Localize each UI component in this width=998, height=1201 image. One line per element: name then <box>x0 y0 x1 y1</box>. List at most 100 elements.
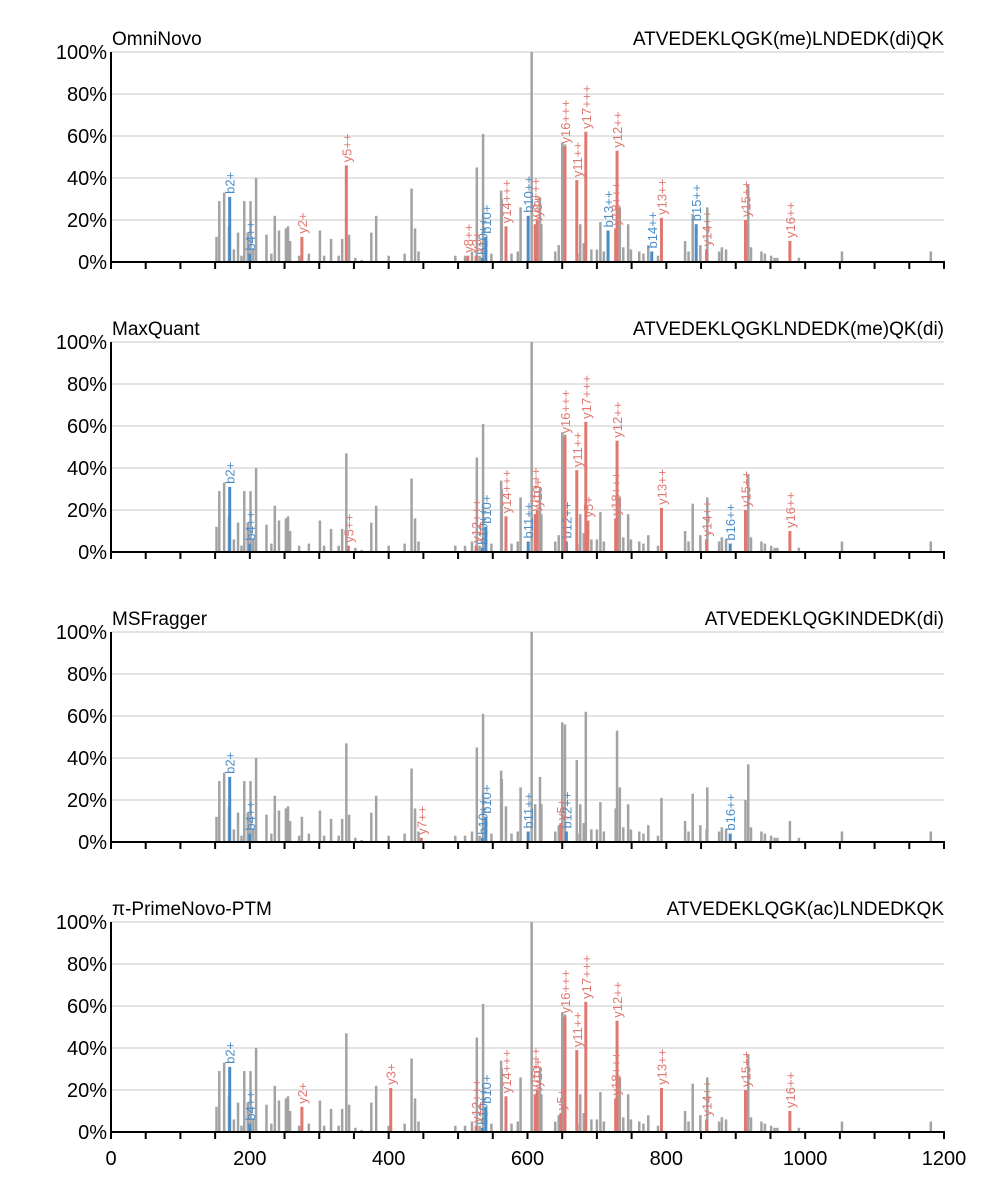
b-ion-label: b12++ <box>559 792 574 829</box>
y-ion-peak <box>419 837 423 842</box>
unmatched-peak <box>590 1119 593 1132</box>
unmatched-peak <box>797 1127 801 1132</box>
unmatched-peak <box>307 543 311 552</box>
b-ion-label: b13++ <box>601 191 616 228</box>
unmatched-peak <box>240 1125 243 1132</box>
b-ion-peak <box>694 224 698 262</box>
unmatched-peak <box>354 837 357 842</box>
unmatched-peak <box>595 249 599 262</box>
unmatched-peak <box>638 831 641 842</box>
unmatched-peak <box>252 1119 255 1132</box>
unmatched-peak <box>699 825 702 842</box>
b-ion-peak <box>606 230 610 262</box>
y-tick-label: 60% <box>67 996 107 1018</box>
unmatched-peak <box>749 247 753 262</box>
y-ion-label: y16+++ <box>558 100 573 144</box>
tool-name: π-PrimeNovo-PTM <box>112 899 272 920</box>
y-ion-peak <box>586 520 590 552</box>
unmatched-peak <box>540 514 543 552</box>
y-ion-peak <box>533 514 537 552</box>
unmatched-peak <box>516 541 520 552</box>
y-ion-peak <box>563 1016 567 1132</box>
y-ion-peak <box>300 236 304 262</box>
unmatched-peak <box>417 251 420 262</box>
unmatched-peak <box>374 1085 378 1132</box>
y-ion-label: y5++ <box>339 133 354 162</box>
unmatched-peak <box>297 255 301 262</box>
unmatched-peak <box>240 835 243 842</box>
unmatched-peak <box>638 251 641 262</box>
unmatched-peak <box>360 549 363 552</box>
y-ion-peak <box>705 539 709 552</box>
unmatched-peak <box>329 1108 333 1132</box>
b-ion-label: b4++ <box>243 221 258 251</box>
y-ion-peak <box>788 531 792 552</box>
unmatched-peak <box>563 724 567 842</box>
unmatched-peak <box>403 833 406 842</box>
y-tick-label: 40% <box>67 1038 107 1060</box>
unmatched-peak <box>776 257 779 262</box>
y-ion-label: y17+++ <box>579 85 594 129</box>
y-ion-peak <box>559 823 563 842</box>
unmatched-peak <box>270 833 273 842</box>
b-ion-peak <box>228 486 232 552</box>
b-ion-peak <box>526 215 530 262</box>
unmatched-peak <box>354 547 357 552</box>
tool-name: MaxQuant <box>112 319 200 340</box>
unmatched-peak <box>297 835 301 842</box>
unmatched-peak <box>929 541 933 552</box>
unmatched-peak <box>840 541 844 552</box>
unmatched-peak <box>249 491 252 552</box>
unmatched-peak <box>744 800 747 842</box>
unmatched-peak <box>277 1100 281 1132</box>
unmatched-peak <box>510 543 513 552</box>
unmatched-peak <box>222 482 226 552</box>
y-tick-label: 100% <box>56 42 107 64</box>
unmatched-peak <box>284 228 288 262</box>
unmatched-peak <box>417 541 420 552</box>
y-ion-label: y12++ <box>610 112 625 148</box>
unmatched-peak <box>660 797 663 842</box>
y-tick-label: 100% <box>56 622 107 644</box>
unmatched-peak <box>360 1129 363 1132</box>
unmatched-peak <box>478 835 481 842</box>
unmatched-peak <box>618 787 622 842</box>
unmatched-peak <box>329 818 333 842</box>
unmatched-peak <box>590 829 593 842</box>
unmatched-peak <box>270 253 273 262</box>
unmatched-peak <box>724 539 728 552</box>
unmatched-peak <box>322 1125 326 1132</box>
unmatched-peak <box>540 224 543 262</box>
y-ion-peak <box>504 1096 508 1132</box>
unmatched-peak <box>218 781 221 842</box>
y-ion-label: y3+ <box>384 1064 399 1085</box>
unmatched-peak <box>249 781 252 842</box>
unmatched-peak <box>560 1012 564 1132</box>
unmatched-peak <box>288 1111 292 1132</box>
unmatched-peak <box>500 1069 504 1132</box>
unmatched-peak <box>277 230 281 262</box>
unmatched-peak <box>254 468 258 552</box>
unmatched-peak <box>656 1125 660 1132</box>
y-ion-peak <box>389 1087 393 1132</box>
y-ion-peak <box>584 421 588 552</box>
unmatched-peak <box>354 1127 357 1132</box>
y-ion-label: y14+++ <box>499 470 514 514</box>
unmatched-peak <box>246 1102 249 1132</box>
y-ion-label: y12++ <box>610 982 625 1018</box>
unmatched-peak <box>599 222 602 262</box>
unmatched-peak <box>470 1121 474 1132</box>
unmatched-peak <box>246 522 249 552</box>
b-ion-peak <box>228 776 232 842</box>
y-ion-label: y11++ <box>570 142 585 177</box>
unmatched-peak <box>599 512 602 552</box>
unmatched-peak <box>717 831 721 842</box>
unmatched-peak <box>538 486 542 552</box>
b-ion-peak <box>248 833 252 842</box>
unmatched-peak <box>490 1123 493 1132</box>
y-ion-label: y11++ <box>570 432 585 467</box>
unmatched-peak <box>638 541 641 552</box>
unmatched-peak <box>749 537 753 552</box>
unmatched-peak <box>595 1119 599 1132</box>
y-ion-peak <box>659 507 663 552</box>
